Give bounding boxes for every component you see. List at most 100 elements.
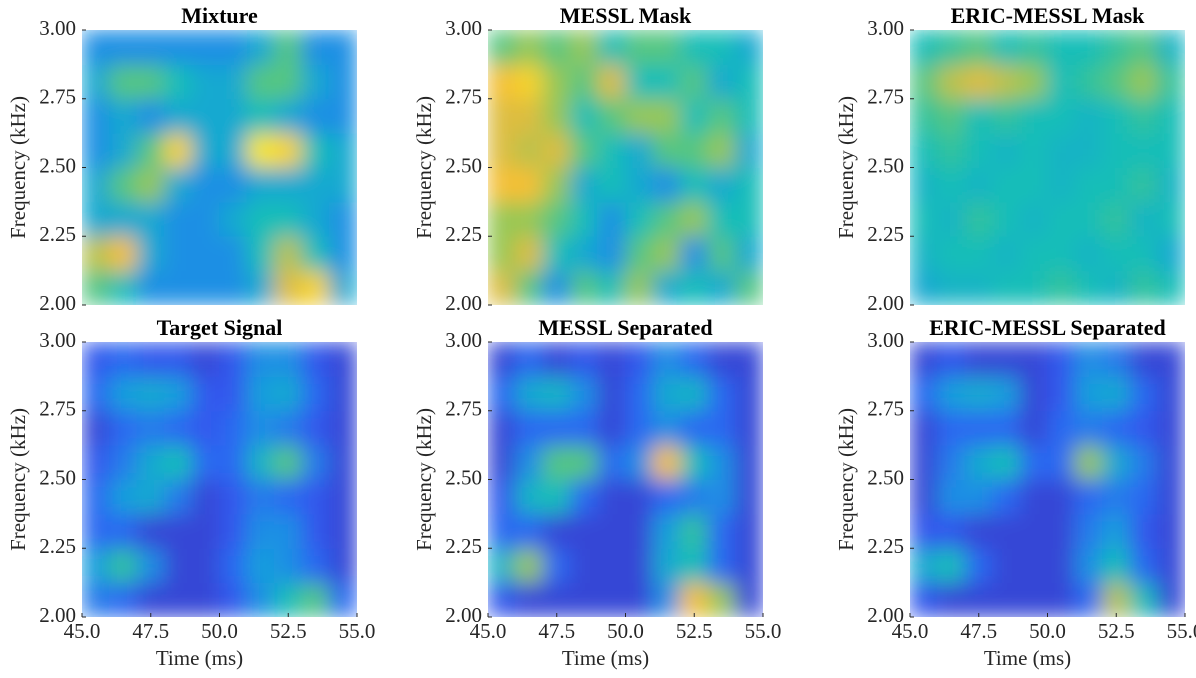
cell: [680, 98, 709, 134]
cell: [1102, 167, 1131, 203]
plot-area: [910, 342, 1185, 617]
cell: [488, 132, 516, 168]
cell: [597, 375, 626, 412]
cell: [707, 410, 736, 446]
cell: [136, 342, 165, 377]
y-tick-label: 2.00: [867, 291, 904, 315]
cell: [301, 513, 330, 549]
cell: [109, 513, 138, 549]
cell: [301, 410, 330, 446]
cell: [597, 513, 626, 549]
cell: [652, 342, 681, 377]
cell: [735, 444, 763, 480]
cell: [136, 444, 165, 480]
cell: [109, 270, 138, 305]
cell: [707, 98, 736, 134]
cell: [570, 235, 599, 272]
cell: [1074, 479, 1103, 515]
cell: [1157, 444, 1185, 480]
cell: [1019, 98, 1048, 134]
cell: [625, 30, 654, 65]
heatmap: [910, 30, 1185, 305]
cell: [246, 30, 275, 65]
cell: [1074, 30, 1103, 65]
cell: [329, 132, 357, 168]
cell: [625, 235, 654, 272]
cell: [1019, 201, 1048, 237]
cell: [937, 201, 966, 237]
cell: [964, 444, 993, 480]
cell: [1157, 201, 1185, 237]
y-axis-label: Frequency (kHz): [412, 408, 436, 551]
cell: [136, 375, 165, 412]
cell: [680, 63, 709, 100]
cell: [1129, 98, 1158, 134]
cell: [1074, 132, 1103, 168]
cell: [164, 63, 193, 100]
cell: [109, 375, 138, 412]
cell: [488, 342, 516, 377]
cell: [570, 201, 599, 237]
y-tick-label: 3.00: [867, 16, 904, 40]
cell: [82, 582, 110, 617]
cell: [301, 167, 330, 203]
cell: [570, 479, 599, 515]
cell: [219, 342, 248, 377]
cell: [1047, 63, 1076, 100]
cell: [488, 513, 516, 549]
cell: [680, 342, 709, 377]
x-tick-label: 45.0: [470, 619, 507, 643]
cell: [219, 270, 248, 305]
cell: [1102, 201, 1131, 237]
cell: [1074, 342, 1103, 377]
cell: [219, 444, 248, 480]
cell: [82, 30, 110, 65]
cell: [570, 167, 599, 203]
cell: [992, 479, 1021, 515]
y-axis-label: Frequency (kHz): [6, 408, 30, 551]
cell: [1157, 513, 1185, 549]
cell: [82, 410, 110, 446]
subplot-title: ERIC-MESSL Separated: [929, 315, 1166, 340]
cell: [274, 582, 303, 617]
plot-area: [488, 342, 763, 617]
cell: [937, 410, 966, 446]
cell: [1157, 98, 1185, 134]
y-axis-label: Frequency (kHz): [412, 96, 436, 239]
cell: [735, 270, 763, 305]
y-tick-label: 2.00: [39, 603, 76, 627]
cell: [109, 98, 138, 134]
y-tick-label: 2.00: [445, 603, 482, 627]
cell: [910, 63, 938, 100]
cell: [515, 167, 544, 203]
cell: [707, 167, 736, 203]
cell: [488, 235, 516, 272]
cell: [274, 342, 303, 377]
cell: [570, 444, 599, 480]
cell: [191, 201, 220, 237]
y-axis-label: Frequency (kHz): [834, 96, 858, 239]
cell: [274, 201, 303, 237]
cell: [329, 98, 357, 134]
cell: [191, 582, 220, 617]
cell: [652, 582, 681, 617]
cell: [515, 63, 544, 100]
cell: [164, 132, 193, 168]
x-tick-label: 47.5: [960, 619, 997, 643]
cell: [1047, 98, 1076, 134]
cell: [274, 444, 303, 480]
cell: [246, 270, 275, 305]
cell: [625, 582, 654, 617]
cell: [515, 547, 544, 584]
cell: [542, 167, 571, 203]
cell: [1129, 132, 1158, 168]
cell: [1129, 63, 1158, 100]
cell: [136, 201, 165, 237]
cell: [625, 201, 654, 237]
cell: [652, 410, 681, 446]
cell: [707, 30, 736, 65]
cell: [488, 201, 516, 237]
cell: [625, 479, 654, 515]
cell: [515, 444, 544, 480]
